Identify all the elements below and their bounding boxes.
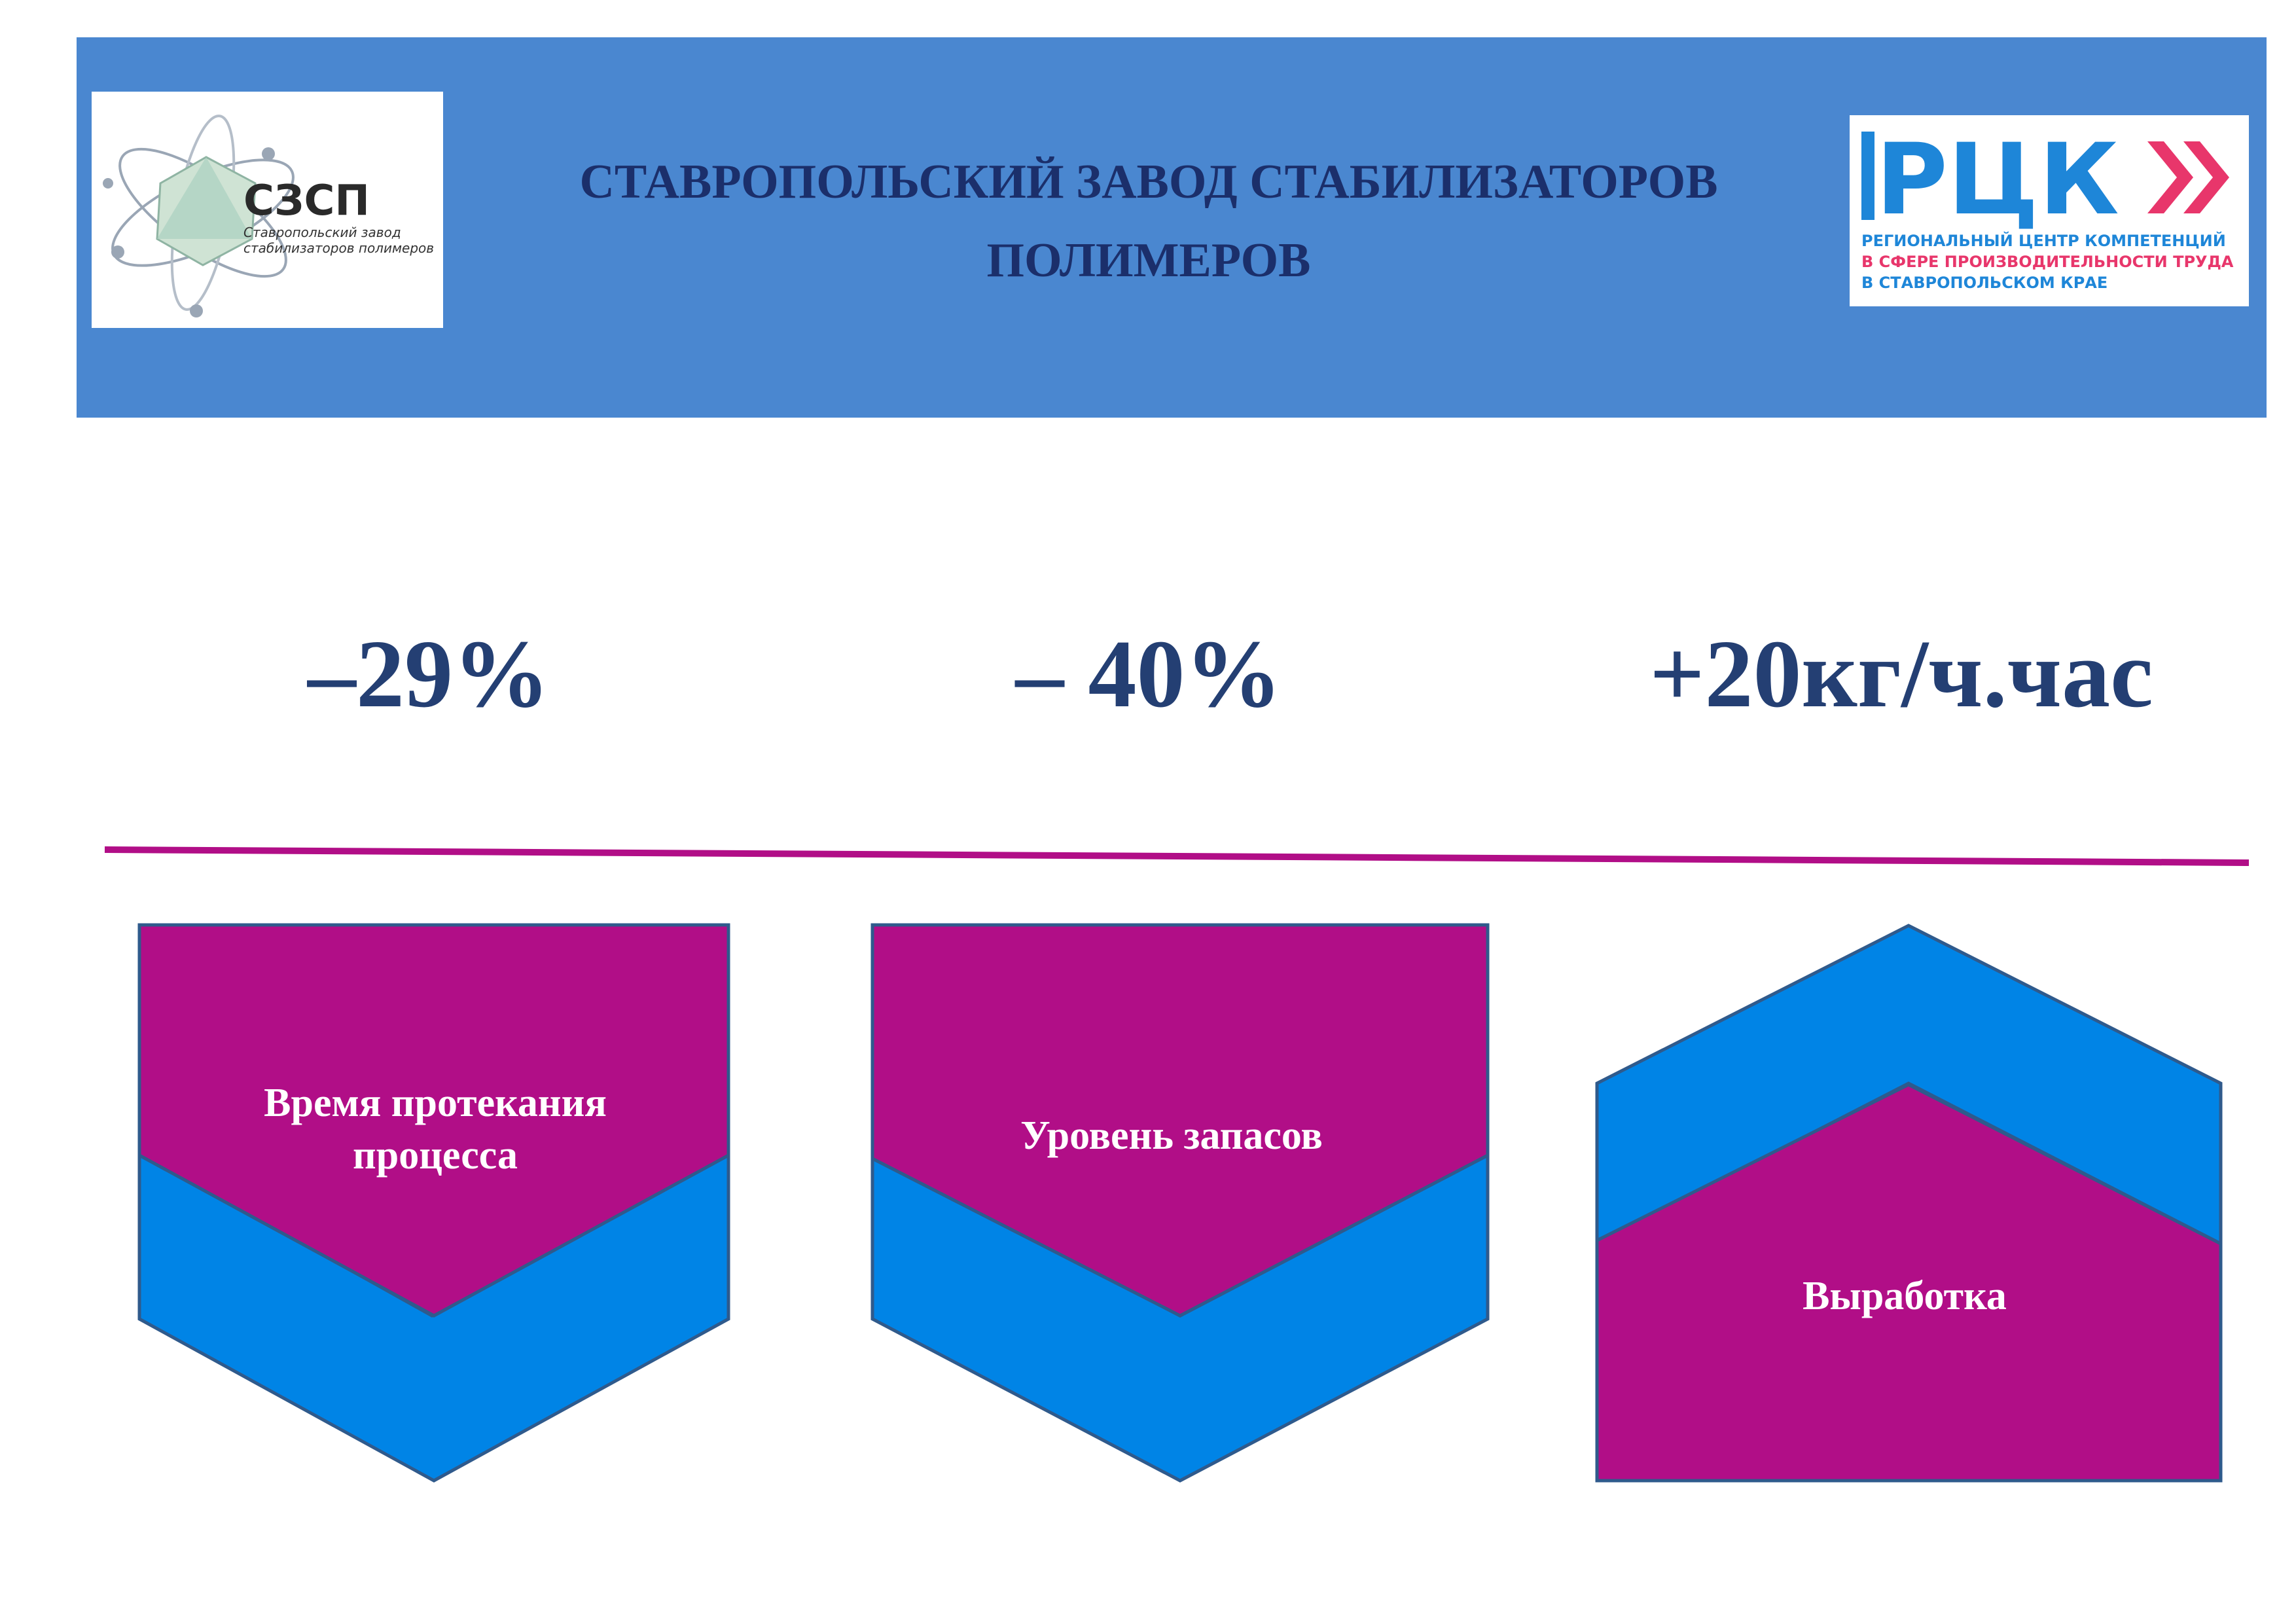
- card-output-magenta-chevron: [1595, 1083, 2223, 1483]
- szsp-logo-graphic: СЗСП Ставропольский завод стабилизаторов…: [103, 115, 434, 317]
- rck-logo: РЦК РЕГИОНАЛЬНЫЙ ЦЕНТР КОМПЕТЕНЦИЙ В СФЕ…: [1850, 115, 2249, 306]
- page-title: СТАВРОПОЛЬСКИЙ ЗАВОД СТАБИЛИЗАТОРОВ ПОЛИ…: [458, 143, 1839, 300]
- rck-logo-line3: В СТАВРОПОЛЬСКОМ КРАЕ: [1861, 274, 2108, 292]
- title-line-1: СТАВРОПОЛЬСКИЙ ЗАВОД СТАБИЛИЗАТОРОВ: [579, 155, 1718, 209]
- card-output-label-line1: Выработка: [1803, 1274, 2007, 1318]
- szsp-logo-line1: Ставропольский завод: [243, 225, 401, 240]
- card-process-time-label-line2: процесса: [353, 1133, 518, 1178]
- metric-process-time: –29%: [308, 621, 550, 728]
- card-process-time: [137, 923, 730, 1483]
- card-inventory-level-label-line1: Уровень запасов: [1020, 1113, 1323, 1158]
- metric-inventory-level: – 40%: [1015, 621, 1282, 728]
- card-process-time-label: Время протекания процесса: [196, 1077, 674, 1182]
- card-inventory-level-magenta-chevron: [870, 923, 1490, 1318]
- title-line-2: ПОЛИМЕРОВ: [986, 234, 1311, 287]
- card-output: [1595, 924, 2223, 1483]
- szsp-logo-line2: стабилизаторов полимеров: [243, 240, 434, 256]
- szsp-logo-abbr: СЗСП: [243, 177, 370, 225]
- rck-logo-abbr: РЦК: [1876, 123, 2119, 237]
- metric-output: +20кг/ч.час: [1649, 621, 2153, 728]
- rck-logo-line2: В СФЕРЕ ПРОИЗВОДИТЕЛЬНОСТИ ТРУДА: [1861, 253, 2234, 271]
- card-inventory-level: [870, 923, 1490, 1483]
- card-inventory-level-label: Уровень запасов: [897, 1110, 1446, 1162]
- card-output-label: Выработка: [1597, 1270, 2212, 1322]
- card-process-time-label-line1: Время протекания: [264, 1081, 607, 1125]
- card-process-time-magenta-chevron: [137, 923, 730, 1318]
- szsp-logo: СЗСП Ставропольский завод стабилизаторов…: [92, 92, 443, 328]
- rck-logo-line1: РЕГИОНАЛЬНЫЙ ЦЕНТР КОМПЕТЕНЦИЙ: [1861, 231, 2226, 250]
- rck-logo-graphic: РЦК РЕГИОНАЛЬНЫЙ ЦЕНТР КОМПЕТЕНЦИЙ В СФЕ…: [1861, 123, 2234, 292]
